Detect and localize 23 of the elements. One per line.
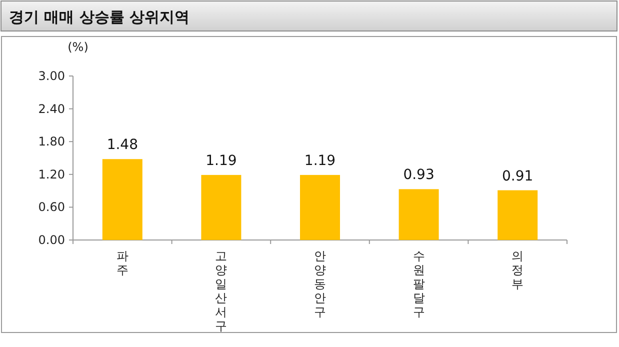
- y-tick-label: 3.00: [38, 69, 65, 83]
- x-tick-label: 고양일산서구: [215, 249, 228, 333]
- bar: [102, 159, 142, 240]
- data-label: 0.91: [502, 168, 534, 184]
- data-label: 1.19: [304, 152, 336, 169]
- y-tick-label: 1.20: [38, 167, 65, 182]
- y-tick-label: 0.60: [38, 200, 65, 214]
- x-tick-label: 의정부: [512, 249, 524, 291]
- bar: [398, 189, 439, 240]
- bar: [300, 174, 340, 240]
- data-label: 0.93: [403, 167, 434, 184]
- y-tick-label: 2.40: [38, 102, 65, 116]
- bar: [201, 174, 242, 240]
- bar: [498, 190, 538, 240]
- y-tick-label: 0.00: [38, 233, 65, 247]
- x-tick-label: 안양동안구: [314, 249, 326, 319]
- y-tick-label: 1.80: [38, 134, 65, 149]
- data-label: 1.19: [206, 152, 237, 169]
- x-tick-label: 파주: [116, 249, 128, 277]
- data-label: 1.48: [106, 137, 138, 154]
- x-tick-label: 수원팔달구: [412, 249, 425, 319]
- y-axis-title: (%): [68, 40, 88, 54]
- chart-title: 경기 매매 상승률 상위지역: [9, 8, 190, 26]
